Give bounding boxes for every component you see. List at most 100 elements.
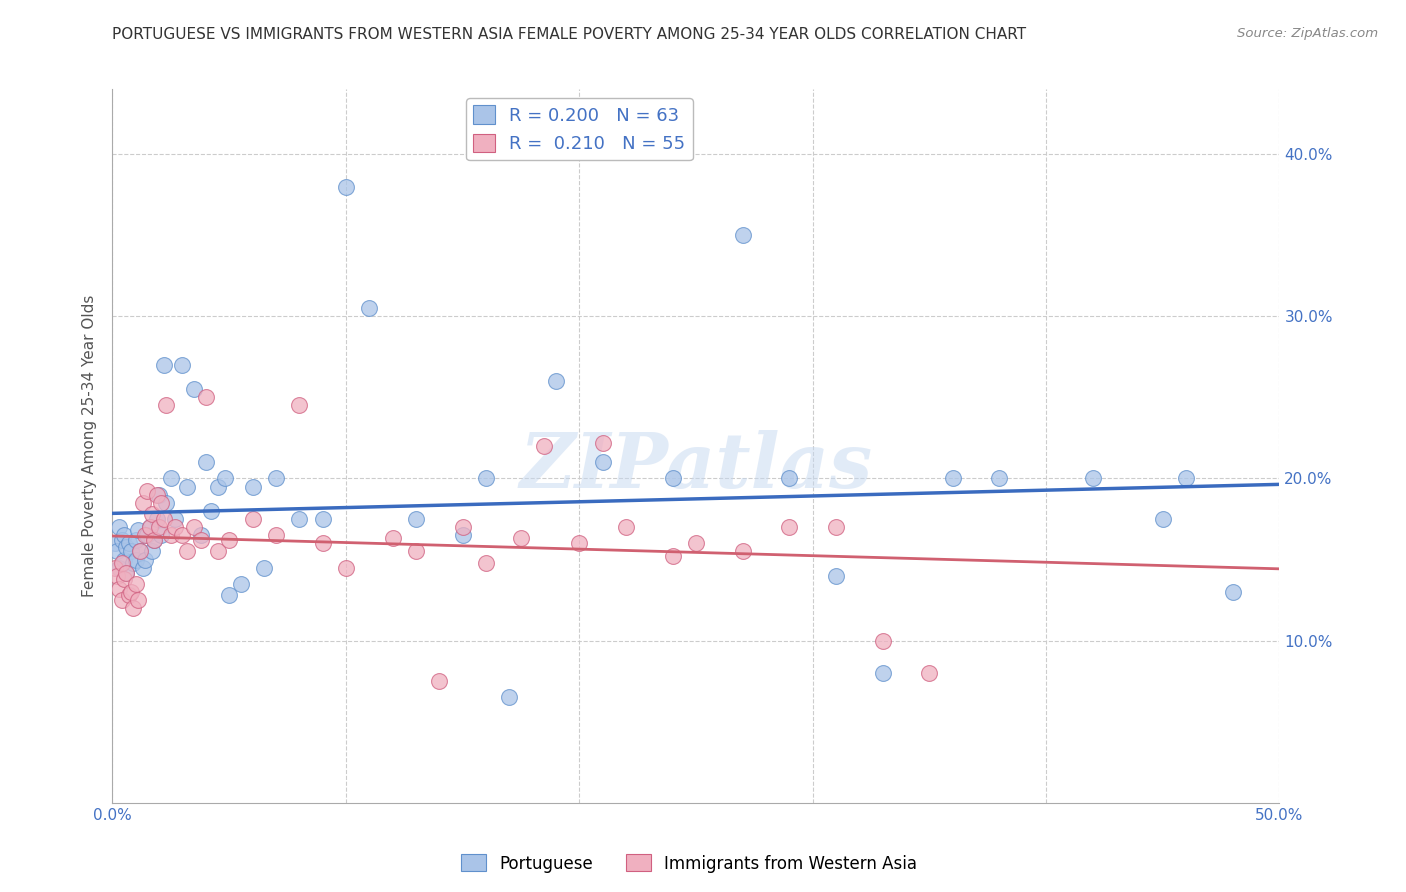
Point bbox=[146, 488, 169, 502]
Point bbox=[118, 588, 141, 602]
Point bbox=[942, 471, 965, 485]
Point bbox=[160, 471, 183, 485]
Point bbox=[661, 471, 683, 485]
Point bbox=[183, 520, 205, 534]
Point bbox=[132, 560, 155, 574]
Point bbox=[190, 528, 212, 542]
Point bbox=[200, 504, 222, 518]
Point bbox=[141, 544, 163, 558]
Point bbox=[122, 601, 145, 615]
Point bbox=[229, 577, 252, 591]
Point bbox=[160, 528, 183, 542]
Point bbox=[194, 390, 217, 404]
Point bbox=[108, 520, 131, 534]
Point bbox=[1222, 585, 1244, 599]
Point bbox=[111, 533, 134, 547]
Point bbox=[112, 572, 135, 586]
Point bbox=[335, 560, 357, 574]
Point bbox=[112, 552, 135, 566]
Point bbox=[872, 633, 894, 648]
Point bbox=[115, 540, 138, 554]
Point bbox=[405, 512, 427, 526]
Point bbox=[129, 544, 152, 558]
Point bbox=[872, 666, 894, 681]
Point bbox=[132, 496, 155, 510]
Point bbox=[155, 496, 177, 510]
Point bbox=[509, 532, 531, 546]
Point bbox=[207, 479, 229, 493]
Point bbox=[129, 544, 152, 558]
Point bbox=[311, 512, 333, 526]
Point bbox=[825, 520, 848, 534]
Point bbox=[1081, 471, 1104, 485]
Point bbox=[661, 549, 683, 564]
Point bbox=[242, 512, 264, 526]
Point bbox=[825, 568, 848, 582]
Point bbox=[139, 520, 162, 534]
Point bbox=[778, 471, 800, 485]
Point bbox=[165, 520, 187, 534]
Point bbox=[155, 399, 177, 413]
Point bbox=[104, 536, 127, 550]
Point bbox=[172, 358, 194, 372]
Point bbox=[264, 471, 287, 485]
Point bbox=[475, 471, 498, 485]
Point bbox=[153, 512, 176, 526]
Point bbox=[190, 533, 212, 547]
Point bbox=[122, 556, 145, 570]
Point bbox=[148, 488, 170, 502]
Point bbox=[115, 566, 138, 580]
Point bbox=[172, 528, 194, 542]
Point bbox=[125, 577, 148, 591]
Point bbox=[614, 520, 637, 534]
Point bbox=[194, 455, 217, 469]
Point bbox=[153, 358, 176, 372]
Point bbox=[207, 544, 229, 558]
Point bbox=[148, 520, 170, 534]
Point bbox=[139, 520, 162, 534]
Point bbox=[218, 533, 240, 547]
Point bbox=[105, 544, 128, 558]
Point bbox=[253, 560, 276, 574]
Point bbox=[568, 536, 591, 550]
Point bbox=[141, 507, 163, 521]
Point bbox=[108, 560, 131, 574]
Point bbox=[335, 179, 357, 194]
Point bbox=[1152, 512, 1174, 526]
Point bbox=[120, 544, 142, 558]
Point bbox=[112, 528, 135, 542]
Point bbox=[475, 556, 498, 570]
Point bbox=[120, 585, 142, 599]
Point bbox=[544, 374, 567, 388]
Point bbox=[105, 568, 128, 582]
Point bbox=[111, 593, 134, 607]
Point bbox=[381, 532, 404, 546]
Point bbox=[143, 533, 166, 547]
Point bbox=[427, 674, 450, 689]
Point bbox=[288, 399, 311, 413]
Point bbox=[498, 690, 520, 705]
Point bbox=[125, 533, 148, 547]
Point bbox=[108, 582, 131, 596]
Y-axis label: Female Poverty Among 25-34 Year Olds: Female Poverty Among 25-34 Year Olds bbox=[82, 295, 97, 597]
Point bbox=[311, 536, 333, 550]
Point bbox=[264, 528, 287, 542]
Point bbox=[127, 593, 149, 607]
Point bbox=[592, 435, 614, 450]
Point bbox=[1175, 471, 1198, 485]
Point bbox=[176, 544, 198, 558]
Point bbox=[242, 479, 264, 493]
Point bbox=[150, 528, 173, 542]
Point bbox=[731, 228, 754, 243]
Point bbox=[533, 439, 555, 453]
Point bbox=[592, 455, 614, 469]
Point bbox=[988, 471, 1011, 485]
Legend: R = 0.200   N = 63, R =  0.210   N = 55: R = 0.200 N = 63, R = 0.210 N = 55 bbox=[465, 98, 693, 161]
Point bbox=[115, 566, 138, 580]
Point bbox=[183, 382, 205, 396]
Point bbox=[134, 552, 156, 566]
Point bbox=[150, 496, 173, 510]
Point bbox=[143, 533, 166, 547]
Point bbox=[359, 301, 381, 315]
Point bbox=[134, 528, 156, 542]
